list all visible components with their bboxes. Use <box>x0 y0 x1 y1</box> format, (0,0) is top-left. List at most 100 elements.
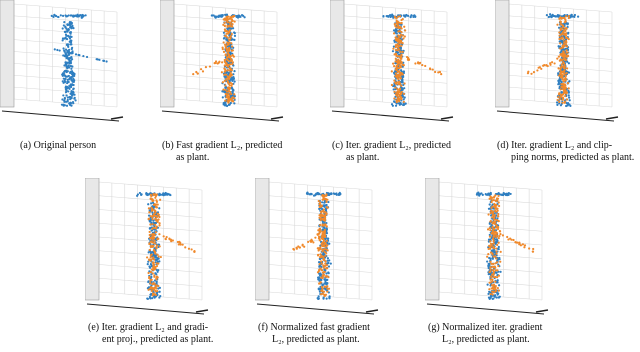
caption-line: (f) Normalized fast gradient <box>258 322 398 334</box>
side-wall <box>85 178 99 300</box>
adversarial-point <box>493 199 495 201</box>
adversarial-point <box>496 244 498 246</box>
axis-line <box>606 117 618 119</box>
adversarial-point <box>153 213 155 215</box>
adversarial-point <box>223 18 225 20</box>
point <box>70 36 72 38</box>
point <box>497 279 499 281</box>
adversarial-point <box>403 82 405 84</box>
point <box>326 298 328 300</box>
adversarial-point <box>224 80 226 82</box>
point <box>574 14 576 16</box>
point <box>72 102 74 104</box>
point <box>57 16 59 18</box>
adversarial-point <box>155 199 157 201</box>
point <box>226 13 228 15</box>
point <box>69 98 71 100</box>
adversarial-point <box>320 229 322 231</box>
point <box>65 86 67 88</box>
adversarial-point <box>542 65 544 67</box>
point-cloud-plot <box>495 0 620 125</box>
point <box>402 89 404 91</box>
point <box>325 279 327 281</box>
adversarial-point <box>489 246 491 248</box>
adversarial-point <box>322 277 324 279</box>
point <box>64 75 66 77</box>
caption-line: (a) Original person <box>20 140 130 152</box>
adversarial-point <box>494 281 496 283</box>
adversarial-point <box>231 25 233 27</box>
adversarial-point <box>498 205 500 207</box>
adversarial-point <box>497 226 499 228</box>
adversarial-point <box>565 37 567 39</box>
adversarial-point <box>432 68 434 70</box>
adversarial-point <box>158 216 160 218</box>
point <box>568 62 570 64</box>
point <box>393 46 395 48</box>
adversarial-point <box>493 196 495 198</box>
caption: (f) Normalized fast gradientL₂, predicte… <box>258 322 398 346</box>
point <box>232 38 234 40</box>
point <box>404 96 406 98</box>
adversarial-point <box>228 39 230 41</box>
adversarial-point <box>497 213 499 215</box>
adversarial-point <box>395 26 397 28</box>
point <box>552 14 554 16</box>
adversarial-point <box>148 242 150 244</box>
adversarial-point <box>565 34 567 36</box>
adversarial-point <box>400 39 402 41</box>
point <box>73 14 75 16</box>
adversarial-point <box>493 270 495 272</box>
adversarial-point <box>557 67 559 69</box>
adversarial-point <box>495 257 497 259</box>
point <box>71 47 73 49</box>
adversarial-point <box>497 215 499 217</box>
adversarial-point <box>224 64 226 66</box>
adversarial-point <box>403 93 405 95</box>
adversarial-point <box>491 201 493 203</box>
adversarial-point <box>400 85 402 87</box>
adversarial-point <box>326 213 328 215</box>
point <box>561 92 563 94</box>
point <box>67 35 69 37</box>
adversarial-point <box>229 87 231 89</box>
point <box>235 15 237 17</box>
point <box>495 272 497 274</box>
point <box>327 257 329 259</box>
adversarial-point <box>489 229 491 231</box>
point <box>219 15 221 17</box>
adversarial-point <box>564 21 566 23</box>
adversarial-point <box>318 203 320 205</box>
axis-line <box>427 304 544 314</box>
adversarial-point <box>393 53 395 55</box>
point <box>501 194 503 196</box>
adversarial-point <box>429 67 431 69</box>
adversarial-point <box>166 236 168 238</box>
point <box>403 98 405 100</box>
adversarial-point <box>152 256 154 258</box>
point <box>559 79 561 81</box>
adversarial-point <box>321 245 323 247</box>
point <box>96 58 98 60</box>
adversarial-point <box>494 210 496 212</box>
adversarial-point <box>149 249 151 251</box>
point <box>150 276 152 278</box>
adversarial-point <box>226 41 228 43</box>
adversarial-point <box>400 97 402 99</box>
point <box>223 91 225 93</box>
adversarial-point <box>492 287 494 289</box>
adversarial-point <box>317 247 319 249</box>
adversarial-point <box>514 241 516 243</box>
adversarial-point <box>157 218 159 220</box>
point <box>327 238 329 240</box>
point <box>167 193 169 195</box>
adversarial-point <box>500 251 502 253</box>
point <box>556 104 558 106</box>
point <box>158 207 160 209</box>
adversarial-point <box>392 63 394 65</box>
adversarial-point <box>152 264 154 266</box>
adversarial-point <box>156 238 158 240</box>
adversarial-point <box>227 69 229 71</box>
adversarial-point <box>495 200 497 202</box>
point <box>68 14 70 16</box>
